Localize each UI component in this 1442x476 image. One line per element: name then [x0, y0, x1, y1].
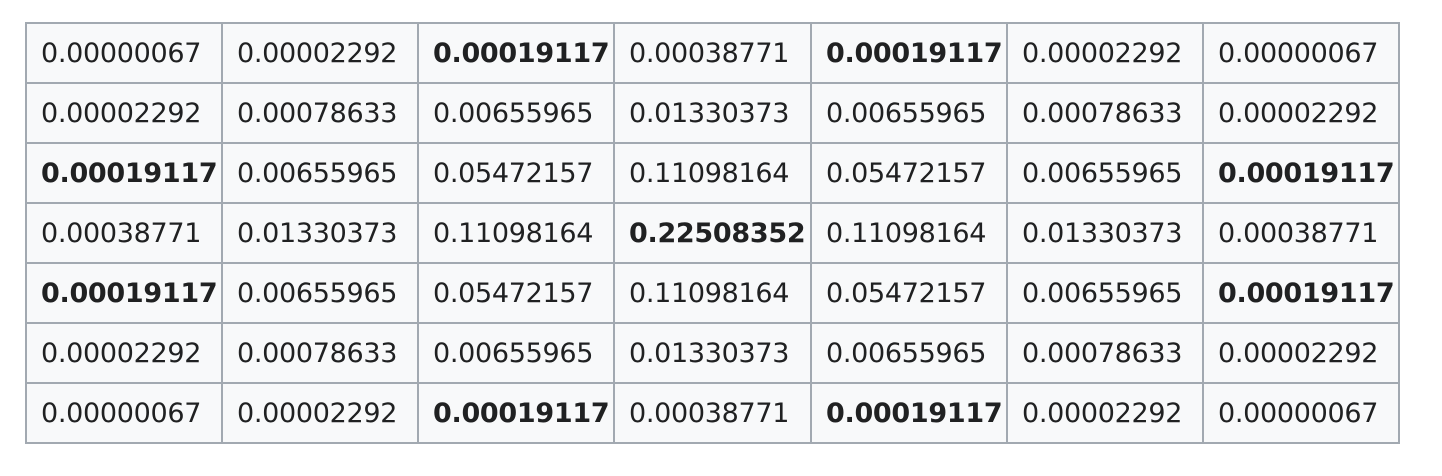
table-cell: 0.00038771: [613, 382, 812, 444]
table-cell: 0.00000067: [1202, 382, 1400, 444]
table-cell: 0.00002292: [1006, 22, 1204, 84]
table-cell: 0.00078633: [1006, 82, 1204, 144]
table-cell: 0.00655965: [417, 82, 615, 144]
table-cell: 0.05472157: [810, 142, 1008, 204]
table-cell: 0.11098164: [810, 202, 1008, 264]
table-cell: 0.11098164: [613, 262, 812, 324]
table-row: 0.00000067 0.00002292 0.00019117 0.00038771…: [25, 382, 1400, 444]
table-cell: 0.00002292: [221, 22, 419, 84]
table-cell: 0.00019117: [417, 22, 615, 84]
table-cell: 0.01330373: [221, 202, 419, 264]
table-cell: 0.00019117: [1202, 262, 1400, 324]
table-cell: 0.00002292: [25, 322, 223, 384]
table-cell: 0.00038771: [613, 22, 812, 84]
table-cell: 0.01330373: [1006, 202, 1204, 264]
table-cell: 0.11098164: [613, 142, 812, 204]
table-cell: 0.00655965: [810, 82, 1008, 144]
table-cell: 0.00019117: [810, 382, 1008, 444]
table-cell: 0.05472157: [417, 262, 615, 324]
gaussian-kernel-table: 0.00000067 0.00002292 0.00019117 0.00038771…: [25, 22, 1400, 444]
table-row: 0.00019117 0.00655965 0.05472157 0.11098164…: [25, 142, 1400, 204]
table-cell: 0.00655965: [810, 322, 1008, 384]
table-cell: 0.00655965: [1006, 142, 1204, 204]
table-cell: 0.00000067: [25, 22, 223, 84]
table-cell: 0.00000067: [1202, 22, 1400, 84]
table-cell: 0.00655965: [417, 322, 615, 384]
table-cell: 0.00019117: [25, 142, 223, 204]
table-cell: 0.00078633: [1006, 322, 1204, 384]
table-cell: 0.01330373: [613, 82, 812, 144]
table-cell: 0.00002292: [25, 82, 223, 144]
table-cell: 0.00002292: [221, 382, 419, 444]
table-body: 0.00000067 0.00002292 0.00019117 0.00038771…: [25, 22, 1400, 444]
table-cell: 0.00002292: [1006, 382, 1204, 444]
table-cell: 0.01330373: [613, 322, 812, 384]
table-cell: 0.00038771: [1202, 202, 1400, 264]
table-cell: 0.05472157: [417, 142, 615, 204]
table-cell: 0.00655965: [221, 262, 419, 324]
table-cell: 0.00655965: [1006, 262, 1204, 324]
table-cell: 0.00000067: [25, 382, 223, 444]
table-cell: 0.00002292: [1202, 82, 1400, 144]
table-cell: 0.00019117: [810, 22, 1008, 84]
table-cell: 0.11098164: [417, 202, 615, 264]
table-cell: 0.00038771: [25, 202, 223, 264]
table-cell: 0.00019117: [25, 262, 223, 324]
table-row: 0.00038771 0.01330373 0.11098164 0.22508352…: [25, 202, 1400, 264]
table-cell: 0.00655965: [221, 142, 419, 204]
table-cell: 0.00078633: [221, 322, 419, 384]
table-cell: 0.00019117: [417, 382, 615, 444]
table-row: 0.00019117 0.00655965 0.05472157 0.11098164…: [25, 262, 1400, 324]
table-row: 0.00002292 0.00078633 0.00655965 0.01330373…: [25, 322, 1400, 384]
table-cell: 0.00078633: [221, 82, 419, 144]
table-cell: 0.00002292: [1202, 322, 1400, 384]
table-cell: 0.05472157: [810, 262, 1008, 324]
table-row: 0.00000067 0.00002292 0.00019117 0.00038771…: [25, 22, 1400, 84]
table-cell: 0.00019117: [1202, 142, 1400, 204]
table-row: 0.00002292 0.00078633 0.00655965 0.01330373…: [25, 82, 1400, 144]
table-cell: 0.22508352: [613, 202, 812, 264]
